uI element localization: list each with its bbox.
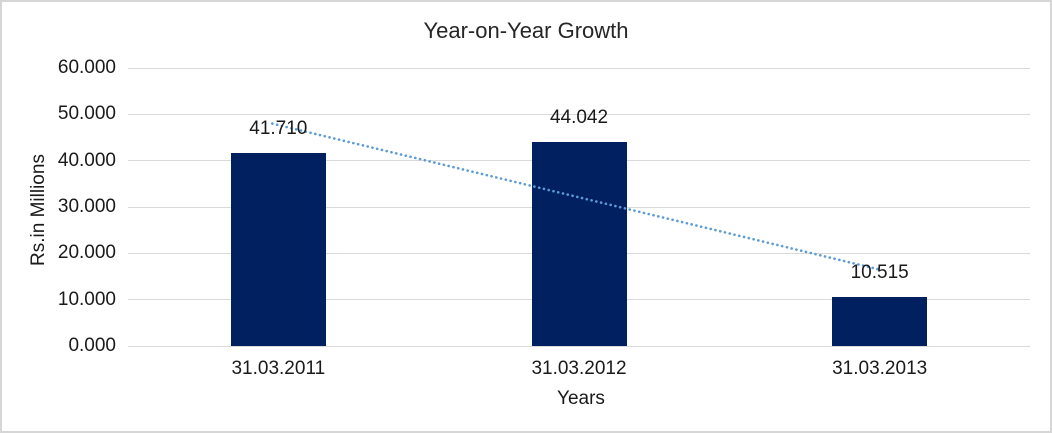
x-axis-tick-label: 31.03.2013: [832, 358, 928, 379]
y-axis-tick-label: 20.000: [57, 242, 116, 264]
bar-31.03.2013: [832, 297, 928, 346]
bar-31.03.2012: [531, 141, 627, 346]
gridline: [128, 67, 1030, 69]
y-axis-tick-label: 50.000: [57, 103, 116, 125]
bar-data-label: 41.710: [249, 117, 308, 139]
y-axis-tick-label: 60.000: [57, 57, 116, 78]
y-axis-tick-label: 40.000: [57, 149, 116, 171]
bar-data-label: 10.515: [850, 262, 909, 284]
gridline: [128, 345, 1030, 347]
x-axis-tick-label: 31.03.2011: [231, 358, 326, 379]
x-axis-title: Years: [557, 388, 605, 409]
bar-31.03.2011: [230, 152, 326, 346]
y-axis-tick-label: 30.000: [57, 196, 116, 217]
y-axis-tick-label: 0.000: [68, 335, 116, 356]
y-axis-tick-label: 10.000: [57, 288, 116, 310]
chart-title: Year-on-Year Growth: [423, 18, 629, 43]
gridline: [128, 113, 1030, 115]
x-axis-tick-label: 31.03.2012: [531, 358, 627, 379]
bar-data-label: 44.042: [549, 106, 609, 128]
